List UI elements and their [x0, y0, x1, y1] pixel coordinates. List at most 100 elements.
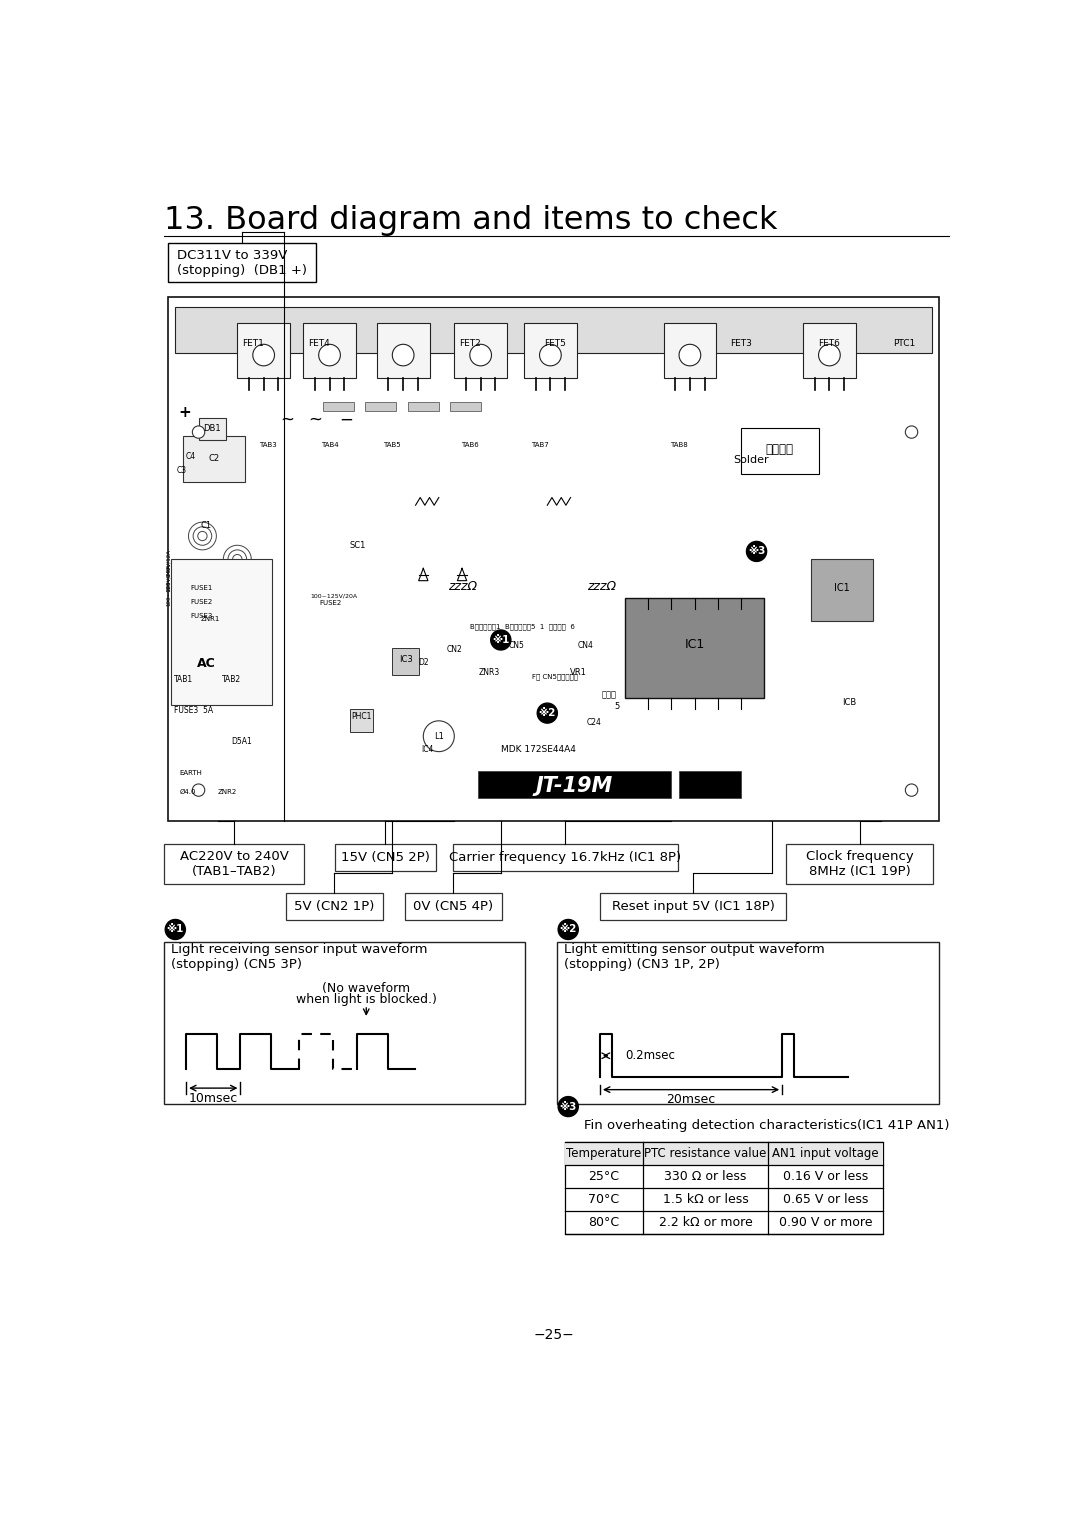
Bar [408, 402, 438, 411]
Bar [565, 1141, 882, 1235]
Bar [175, 307, 932, 353]
Text: FET2: FET2 [459, 339, 481, 348]
Bar [199, 419, 226, 440]
Text: EARTH: EARTH [179, 770, 202, 776]
Text: TAB4: TAB4 [322, 443, 339, 449]
Text: ZNR3: ZNR3 [478, 668, 500, 677]
Text: FET3: FET3 [730, 339, 752, 348]
Bar [286, 894, 383, 920]
Text: C24: C24 [586, 718, 602, 727]
Bar [455, 322, 507, 377]
Circle shape [319, 344, 340, 365]
Text: AC: AC [197, 657, 216, 669]
Text: Light receiving sensor input waveform
(stopping) (CN5 3P): Light receiving sensor input waveform (s… [171, 943, 428, 972]
Text: ※3: ※3 [559, 1102, 577, 1111]
Text: CN5: CN5 [509, 640, 524, 649]
Text: IC1: IC1 [834, 584, 850, 593]
Text: L1: L1 [434, 732, 444, 741]
Bar [164, 843, 303, 885]
Circle shape [558, 920, 578, 940]
Text: AC220V to 240V
(TAB1–TAB2): AC220V to 240V (TAB1–TAB2) [179, 850, 288, 879]
Circle shape [905, 784, 918, 796]
Text: −25−: −25− [534, 1328, 573, 1342]
Circle shape [192, 784, 205, 796]
Circle shape [679, 344, 701, 365]
Bar [786, 843, 933, 885]
Text: ICB: ICB [842, 698, 856, 707]
Bar [557, 941, 939, 1103]
Circle shape [392, 344, 414, 365]
Text: zzzΩ: zzzΩ [447, 581, 476, 593]
Text: Reset input 5V (IC1 18P): Reset input 5V (IC1 18P) [611, 900, 774, 914]
Text: DC311V to 339V
(stopping)  (DB1 +): DC311V to 339V (stopping) (DB1 +) [177, 249, 307, 277]
Text: 25°C: 25°C [589, 1170, 619, 1183]
Bar [323, 402, 353, 411]
Text: 0V (CN5 4P): 0V (CN5 4P) [413, 900, 494, 914]
Text: ※1: ※1 [166, 924, 184, 935]
Bar [565, 1141, 643, 1166]
Circle shape [905, 426, 918, 439]
Text: D5A1: D5A1 [231, 736, 252, 746]
Text: C1: C1 [201, 521, 212, 530]
Circle shape [470, 344, 491, 365]
Text: AN1 input voltage: AN1 input voltage [772, 1148, 879, 1160]
Text: 330 Ω or less: 330 Ω or less [664, 1170, 746, 1183]
Text: MDK 172SE44A4: MDK 172SE44A4 [501, 744, 576, 753]
Text: TAB7: TAB7 [530, 443, 549, 449]
Text: (No waveform: (No waveform [322, 983, 410, 995]
Circle shape [490, 630, 511, 649]
Text: 100~125V/20A: 100~125V/20A [166, 564, 171, 607]
Text: TAB3: TAB3 [259, 443, 278, 449]
Circle shape [423, 721, 455, 752]
Text: VR1: VR1 [570, 668, 586, 677]
Bar [350, 709, 373, 732]
Text: FET6: FET6 [819, 339, 840, 348]
Text: FUSE3: FUSE3 [191, 613, 213, 619]
Text: IC1: IC1 [685, 637, 704, 651]
Circle shape [558, 1097, 578, 1117]
Text: 1.5 kΩ or less: 1.5 kΩ or less [662, 1193, 748, 1206]
Text: ※3: ※3 [747, 547, 766, 556]
Text: ※2: ※2 [559, 924, 577, 935]
Bar [477, 770, 672, 798]
Text: FUSE3  5A: FUSE3 5A [174, 706, 213, 715]
Text: C4: C4 [186, 452, 195, 461]
Text: ※1: ※1 [492, 636, 510, 645]
Text: DB1: DB1 [203, 423, 220, 432]
Text: B側（シロ）1  B側（シロ）5  1  連動出力  6: B側（シロ）1 B側（シロ）5 1 連動出力 6 [470, 623, 575, 630]
Text: IC4: IC4 [421, 744, 433, 753]
Text: when light is blocked.): when light is blocked.) [296, 993, 436, 1005]
Text: 100~125V/20A: 100~125V/20A [311, 593, 357, 599]
Bar [450, 402, 482, 411]
Circle shape [540, 344, 562, 365]
Text: 5: 5 [615, 703, 620, 711]
Text: JT-19M: JT-19M [536, 776, 613, 796]
Text: Ø4.0: Ø4.0 [179, 788, 195, 795]
Text: TAB5: TAB5 [383, 443, 401, 449]
Text: Carrier frequency 16.7kHz (IC1 8P): Carrier frequency 16.7kHz (IC1 8P) [449, 851, 681, 863]
Bar [643, 1141, 768, 1166]
Text: TAB6: TAB6 [461, 443, 478, 449]
Text: 0.2msec: 0.2msec [625, 1050, 675, 1062]
Text: ~: ~ [281, 411, 295, 428]
Text: −: − [339, 411, 353, 428]
Text: zzzΩ: zzzΩ [588, 581, 616, 593]
Text: FUSE1: FUSE1 [191, 585, 213, 591]
Text: Fin overheating detection characteristics(IC1 41P AN1): Fin overheating detection characteristic… [583, 1118, 949, 1132]
Text: テスト: テスト [602, 691, 617, 700]
Text: ZNR1: ZNR1 [201, 616, 220, 622]
Text: FUSE2: FUSE2 [191, 599, 213, 605]
Bar [303, 322, 356, 377]
Circle shape [253, 344, 274, 365]
Text: Clock frequency
8MHz (IC1 19P): Clock frequency 8MHz (IC1 19P) [806, 850, 914, 879]
Text: 10msec: 10msec [189, 1093, 238, 1105]
Text: SC1: SC1 [349, 541, 366, 550]
Bar [238, 322, 291, 377]
Bar [663, 322, 716, 377]
Text: 5V (CN2 1P): 5V (CN2 1P) [295, 900, 375, 914]
Text: 70°C: 70°C [589, 1193, 620, 1206]
Text: PTC1: PTC1 [893, 339, 915, 348]
Bar [524, 322, 577, 377]
Text: 80°C: 80°C [589, 1216, 620, 1230]
Bar [679, 770, 741, 798]
